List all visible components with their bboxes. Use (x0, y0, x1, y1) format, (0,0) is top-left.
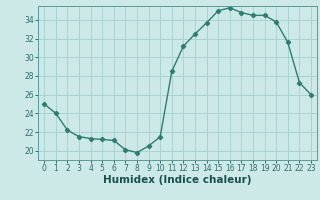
X-axis label: Humidex (Indice chaleur): Humidex (Indice chaleur) (103, 175, 252, 185)
